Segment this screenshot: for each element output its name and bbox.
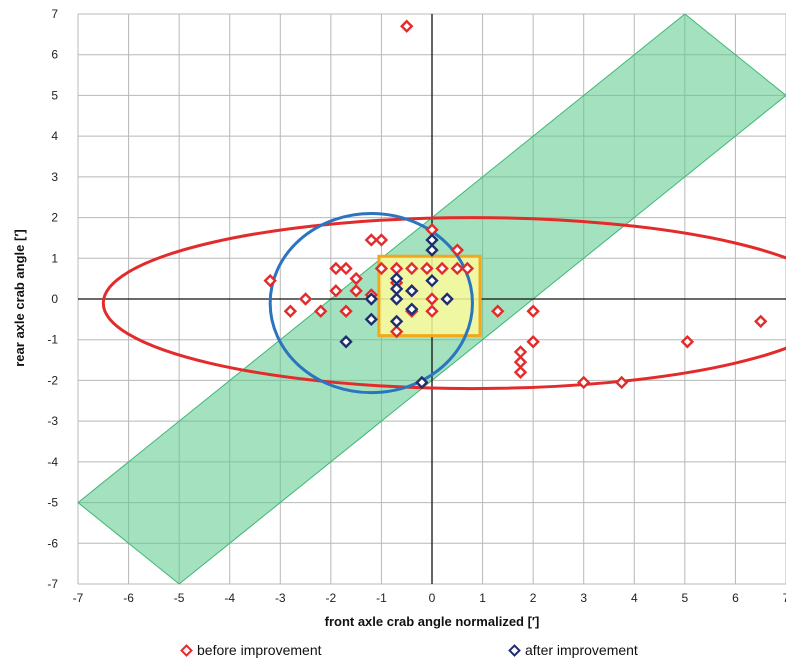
y-tick-label: 4: [51, 129, 58, 143]
data-points: [263, 19, 768, 390]
point-after: [440, 292, 454, 306]
legend-label-before: before improvement: [197, 642, 322, 658]
x-tick-label: 1: [479, 591, 486, 605]
red-ellipse: [101, 216, 786, 391]
y-axis-title: rear axle crab angle [′]: [12, 229, 27, 367]
point-before: [339, 261, 353, 276]
y-tick-labels: 7 6 5 4 3 2 1 0 -1 -2 -3 -4 -5 -6 -7: [47, 7, 58, 591]
x-tick-label: 6: [732, 591, 739, 605]
point-before: [283, 304, 298, 318]
point-before: [526, 335, 540, 349]
y-tick-label: 7: [51, 7, 58, 21]
point-before: [420, 261, 434, 276]
point-before: [374, 233, 389, 247]
y-tick-label: -2: [47, 373, 58, 387]
x-tick-label: -2: [326, 591, 337, 605]
y-tick-label: -5: [47, 496, 58, 510]
point-after: [389, 292, 404, 306]
y-tick-label: 3: [51, 170, 58, 184]
point-after: [425, 273, 439, 288]
point-before: [425, 304, 439, 318]
point-after: [389, 314, 404, 329]
x-axis-title: front axle crab angle normalized [′]: [325, 614, 540, 629]
point-before: [400, 19, 414, 33]
point-after: [405, 302, 419, 316]
x-tick-label: 7: [783, 591, 786, 605]
blue-ellipse: [268, 212, 474, 395]
y-tick-label: 2: [51, 211, 58, 225]
x-tick-label: 4: [631, 591, 638, 605]
point-before: [339, 304, 353, 318]
point-before: [460, 261, 475, 276]
x-tick-labels: -7 -6 -5 -4 -3 -2 -1 0 1 2 3 4 5 6 7: [73, 591, 786, 605]
x-tick-label: -1: [376, 591, 387, 605]
point-before: [364, 233, 379, 247]
point-before: [450, 261, 464, 276]
diamond-navy-icon: [508, 643, 521, 657]
y-tick-label: -4: [47, 455, 58, 469]
x-tick-label: 2: [530, 591, 537, 605]
x-tick-label: -4: [224, 591, 235, 605]
x-tick-label: -3: [275, 591, 286, 605]
point-before: [435, 261, 449, 276]
y-tick-label: 6: [51, 48, 58, 62]
point-after: [339, 335, 353, 349]
point-before: [754, 314, 768, 329]
point-before: [374, 261, 389, 276]
point-before: [263, 273, 277, 288]
legend-item-after: after improvement: [508, 642, 638, 658]
point-before: [329, 261, 343, 276]
y-tick-label: -7: [47, 577, 58, 591]
point-after: [405, 284, 419, 298]
point-before: [389, 324, 404, 339]
x-tick-label: -7: [73, 591, 84, 605]
point-before: [577, 375, 591, 390]
x-tick-label: -6: [123, 591, 134, 605]
y-tick-label: -1: [47, 333, 58, 347]
y-tick-label: -6: [47, 536, 58, 550]
point-before: [425, 292, 439, 306]
point-before: [349, 284, 363, 298]
point-before: [298, 292, 313, 306]
point-before: [349, 271, 363, 286]
point-after: [415, 375, 429, 390]
legend-label-after: after improvement: [525, 642, 638, 658]
diamond-red-icon: [180, 643, 193, 657]
x-tick-label: 3: [580, 591, 587, 605]
point-before: [329, 284, 343, 298]
point-after: [364, 292, 379, 306]
legend: before improvement after improvement: [0, 640, 786, 662]
y-tick-label: 0: [51, 292, 58, 306]
point-before: [491, 304, 505, 318]
legend-item-before: before improvement: [180, 642, 322, 658]
point-before: [450, 243, 464, 257]
point-before: [526, 304, 540, 318]
point-before: [513, 365, 528, 379]
x-tick-label: 0: [429, 591, 436, 605]
y-tick-label: 1: [51, 251, 58, 265]
point-after: [425, 243, 439, 257]
x-tick-label: -5: [174, 591, 185, 605]
point-before: [314, 304, 328, 318]
point-before: [405, 261, 419, 276]
point-before: [680, 335, 695, 349]
point-after: [364, 312, 379, 327]
x-tick-label: 5: [682, 591, 689, 605]
y-tick-label: -3: [47, 414, 58, 428]
point-before: [614, 375, 629, 390]
y-tick-label: 5: [51, 88, 58, 102]
